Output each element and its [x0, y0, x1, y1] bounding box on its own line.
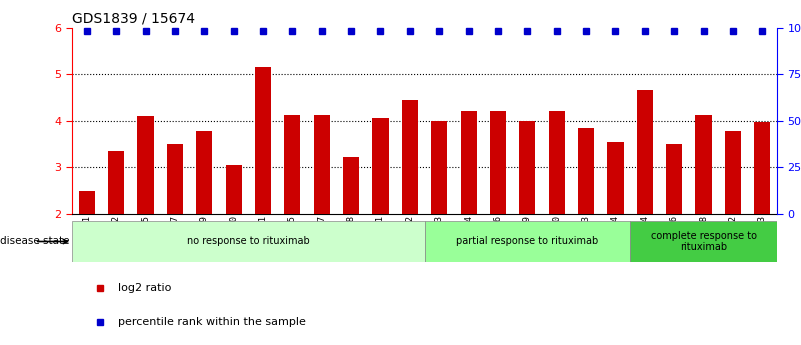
Bar: [284, 115, 300, 214]
Bar: [226, 165, 242, 214]
Bar: [343, 157, 359, 214]
Text: disease state: disease state: [0, 237, 70, 246]
Bar: [372, 118, 388, 214]
Text: percentile rank within the sample: percentile rank within the sample: [118, 317, 306, 327]
Bar: [78, 190, 95, 214]
Bar: [461, 111, 477, 214]
Bar: [755, 122, 771, 214]
Bar: [108, 151, 124, 214]
Text: partial response to rituximab: partial response to rituximab: [457, 237, 598, 246]
Bar: [549, 111, 565, 214]
Bar: [425, 221, 630, 262]
Bar: [725, 131, 741, 214]
Bar: [637, 90, 653, 214]
Bar: [431, 121, 447, 214]
Bar: [196, 131, 212, 214]
Bar: [167, 144, 183, 214]
Bar: [255, 67, 271, 214]
Bar: [519, 121, 535, 214]
Bar: [490, 111, 506, 214]
Bar: [314, 115, 330, 214]
Bar: [72, 221, 425, 262]
Bar: [607, 142, 623, 214]
Bar: [138, 116, 154, 214]
Bar: [630, 221, 777, 262]
Text: log2 ratio: log2 ratio: [118, 283, 171, 293]
Bar: [402, 100, 418, 214]
Bar: [695, 115, 711, 214]
Text: GDS1839 / 15674: GDS1839 / 15674: [72, 11, 195, 25]
Text: complete response to
rituximab: complete response to rituximab: [650, 231, 757, 252]
Bar: [578, 128, 594, 214]
Bar: [666, 144, 682, 214]
Text: no response to rituximab: no response to rituximab: [187, 237, 310, 246]
